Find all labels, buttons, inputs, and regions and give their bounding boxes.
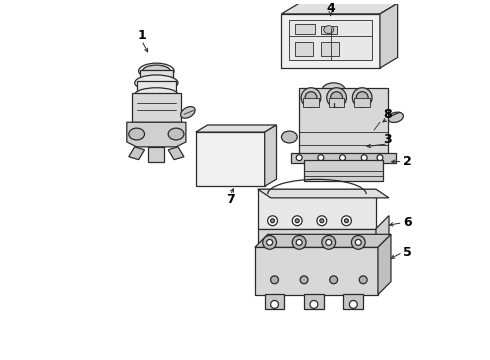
- Bar: [258, 229, 376, 250]
- Polygon shape: [380, 3, 398, 68]
- Ellipse shape: [322, 83, 345, 99]
- Polygon shape: [129, 147, 145, 159]
- Text: 5: 5: [403, 246, 412, 259]
- Circle shape: [296, 239, 302, 246]
- Circle shape: [351, 235, 365, 249]
- Ellipse shape: [375, 111, 389, 121]
- Ellipse shape: [135, 88, 178, 102]
- Circle shape: [355, 239, 361, 246]
- Circle shape: [342, 216, 351, 226]
- Bar: [265, 294, 284, 309]
- Text: 4: 4: [326, 3, 335, 15]
- Circle shape: [270, 276, 278, 284]
- Bar: [137, 81, 176, 95]
- Ellipse shape: [129, 128, 145, 140]
- Polygon shape: [376, 216, 389, 250]
- Bar: [299, 88, 388, 157]
- Bar: [295, 42, 313, 56]
- Circle shape: [361, 155, 367, 161]
- Circle shape: [268, 216, 277, 226]
- Circle shape: [327, 88, 346, 107]
- Ellipse shape: [135, 75, 178, 91]
- Circle shape: [300, 276, 308, 284]
- Circle shape: [352, 88, 372, 107]
- Polygon shape: [196, 125, 276, 132]
- Circle shape: [322, 235, 336, 249]
- Ellipse shape: [168, 128, 184, 140]
- Circle shape: [310, 301, 318, 309]
- Circle shape: [270, 301, 278, 309]
- Ellipse shape: [325, 89, 343, 100]
- Bar: [291, 153, 396, 163]
- Circle shape: [270, 219, 274, 223]
- Circle shape: [292, 216, 302, 226]
- Bar: [304, 159, 383, 181]
- Text: 7: 7: [226, 193, 235, 206]
- Bar: [321, 42, 339, 56]
- Circle shape: [377, 155, 383, 161]
- Circle shape: [317, 216, 327, 226]
- Polygon shape: [255, 234, 391, 247]
- Bar: [281, 14, 380, 68]
- Circle shape: [340, 155, 345, 161]
- Bar: [132, 93, 181, 122]
- Circle shape: [296, 155, 302, 161]
- Text: 3: 3: [384, 134, 392, 147]
- Circle shape: [379, 113, 385, 119]
- Bar: [303, 98, 319, 107]
- Circle shape: [365, 133, 373, 141]
- Bar: [295, 24, 315, 33]
- Polygon shape: [378, 234, 391, 294]
- Circle shape: [292, 235, 306, 249]
- Ellipse shape: [139, 63, 174, 79]
- Circle shape: [267, 239, 272, 246]
- Text: 1: 1: [137, 29, 146, 42]
- Bar: [321, 26, 337, 33]
- Circle shape: [318, 155, 324, 161]
- Text: 2: 2: [403, 155, 412, 168]
- Bar: [343, 294, 363, 309]
- Polygon shape: [265, 125, 276, 186]
- Bar: [289, 20, 372, 60]
- Ellipse shape: [324, 26, 334, 33]
- Bar: [329, 98, 344, 107]
- Circle shape: [295, 219, 299, 223]
- Circle shape: [320, 219, 324, 223]
- Ellipse shape: [143, 65, 170, 77]
- Polygon shape: [281, 3, 398, 14]
- Bar: [196, 132, 265, 186]
- Polygon shape: [361, 130, 376, 144]
- Bar: [255, 247, 378, 294]
- Circle shape: [330, 276, 338, 284]
- Text: 8: 8: [384, 108, 392, 121]
- Polygon shape: [168, 147, 184, 159]
- Circle shape: [301, 88, 321, 107]
- Circle shape: [359, 276, 367, 284]
- Bar: [258, 189, 376, 229]
- Text: 6: 6: [403, 216, 412, 229]
- Circle shape: [331, 92, 343, 104]
- Bar: [325, 91, 343, 103]
- Ellipse shape: [281, 131, 297, 143]
- Bar: [140, 70, 173, 79]
- Circle shape: [349, 301, 357, 309]
- Circle shape: [305, 92, 317, 104]
- Circle shape: [344, 219, 348, 223]
- Circle shape: [356, 92, 368, 104]
- Circle shape: [263, 235, 276, 249]
- Circle shape: [326, 239, 332, 246]
- Polygon shape: [148, 147, 164, 162]
- Bar: [304, 294, 324, 309]
- Polygon shape: [258, 189, 389, 198]
- Bar: [354, 98, 370, 107]
- Ellipse shape: [181, 107, 195, 118]
- Ellipse shape: [388, 112, 403, 122]
- Polygon shape: [127, 122, 186, 147]
